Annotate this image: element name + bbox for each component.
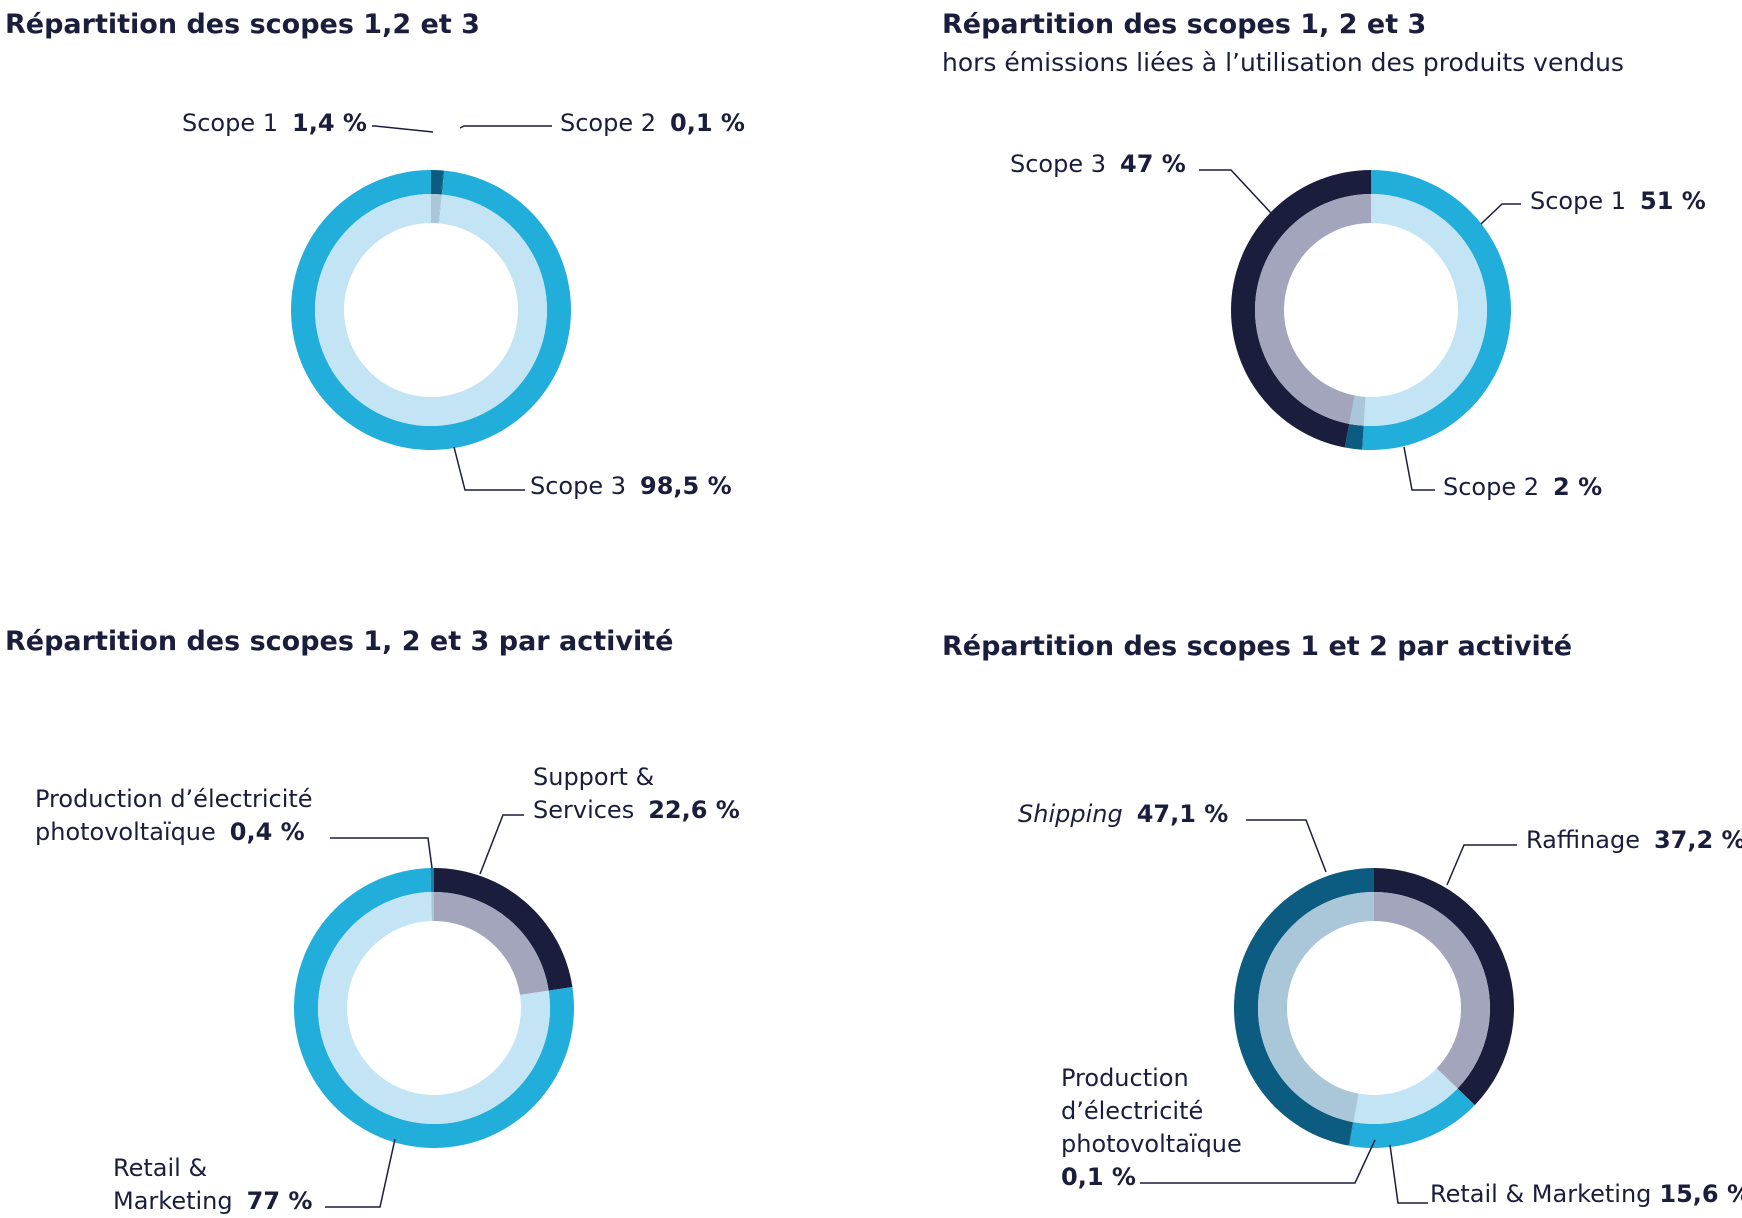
chart-2-label-scope-3: Scope 3 47 % — [1010, 150, 1186, 178]
chart-3-title: Répartition des scopes 1, 2 et 3 par act… — [5, 626, 673, 657]
slice-name-line-2: photovoltaïque — [35, 818, 216, 846]
slice-name: Retail & Marketing — [1430, 1180, 1651, 1208]
slice-name-line-2: d’électricité — [1061, 1097, 1203, 1125]
slice-retail-marketing-outer — [1349, 1088, 1475, 1148]
chart-2-leader-scope-3 — [1199, 169, 1272, 214]
slice-value: 1,4 % — [292, 109, 367, 137]
slice-production-d-electricite-photovoltaique-outer — [1348, 1122, 1354, 1146]
slice-scope-1-outer — [431, 170, 444, 195]
chart-1-leader-scope-1 — [372, 125, 434, 133]
slice-name: Scope 1 — [1530, 187, 1626, 215]
slice-value: 2 % — [1553, 473, 1602, 501]
slice-value: 0,1 % — [1061, 1163, 1136, 1191]
slice-scope-3-inner — [315, 194, 548, 427]
slice-raffinage-outer — [1374, 868, 1514, 1106]
slice-name-line-1: Production — [1061, 1064, 1189, 1092]
chart-2-label-scope-2: Scope 2 2 % — [1443, 473, 1602, 501]
slice-scope-1-inner — [1363, 194, 1488, 426]
chart-1-label-scope-3: Scope 3 98,5 % — [530, 472, 732, 500]
slice-scope-3-inner — [1255, 194, 1371, 424]
slice-name: Scope 3 — [1010, 150, 1106, 178]
chart-1-title: Répartition des scopes 1,2 et 3 — [5, 9, 480, 40]
slice-value: 98,5 % — [640, 472, 732, 500]
slice-scope-1-outer — [1362, 170, 1512, 450]
chart-2: Répartition des scopes 1, 2 et 3 hors ém… — [942, 9, 1706, 501]
slice-name-line-2: Services — [533, 796, 634, 824]
slice-production-d-electricite-photovoltaique-inner — [431, 892, 434, 922]
slice-value: 22,6 % — [648, 796, 740, 824]
chart-1-label-scope-1: Scope 1 1,4 % — [182, 109, 367, 137]
chart-3: Répartition des scopes 1, 2 et 3 par act… — [5, 626, 740, 1215]
slice-value: 15,6 % — [1659, 1180, 1742, 1208]
chart-4-label-raffinage: Raffinage 37,2 % — [1526, 826, 1742, 854]
slice-value: 77 % — [247, 1187, 313, 1215]
chart-2-label-scope-1: Scope 1 51 % — [1530, 187, 1706, 215]
slice-support-services-inner — [434, 892, 549, 995]
chart-3-leader-retail — [325, 1138, 396, 1208]
chart-4-leader-raffinage — [1446, 844, 1517, 886]
chart-3-label-support-services: Support & Services 22,6 % — [533, 763, 740, 824]
chart-2-leader-scope-1 — [1480, 203, 1521, 225]
slice-name: Raffinage — [1526, 826, 1640, 854]
chart-3-label-photovoltaique: Production d’électricité photovoltaïque 0… — [35, 785, 317, 846]
chart-1: Répartition des scopes 1,2 et 3 Scope 1 1… — [5, 9, 745, 500]
slice-support-services-outer — [434, 868, 573, 991]
chart-4-label-retail-marketing: Retail & Marketing 15,6 % — [1430, 1180, 1742, 1208]
slice-scope-3-outer — [1231, 170, 1371, 448]
chart-4-leader-photovoltaique — [1140, 1139, 1376, 1184]
slice-production-d-electricite-photovoltaique-inner — [1352, 1093, 1359, 1123]
slice-shipping-outer — [1233, 868, 1374, 1146]
slice-value: 51 % — [1640, 187, 1706, 215]
chart-1-label-scope-2: Scope 2 0,1 % — [560, 109, 745, 137]
slice-scope-2-outer — [1344, 423, 1364, 450]
slice-name: Scope 2 — [1443, 473, 1539, 501]
chart-1-donut — [291, 170, 572, 451]
slice-value: 37,2 % — [1654, 826, 1742, 854]
slice-value: 47 % — [1120, 150, 1186, 178]
chart-4-label-shipping: Shipping 47,1 % — [1018, 800, 1228, 828]
chart-3-label-retail-marketing: Retail & Marketing 77 % — [113, 1154, 312, 1215]
chart-2-donut — [1231, 170, 1512, 450]
chart-4-donut — [1233, 868, 1514, 1148]
chart-2-subtitle: hors émissions liées à l’utilisation des… — [942, 48, 1624, 77]
chart-1-leader-scope-2 — [459, 125, 552, 129]
slice-name-line-1: Production d’électricité — [35, 785, 313, 813]
slice-name-line-2: Marketing — [113, 1187, 233, 1215]
slice-value: 0,4 % — [230, 818, 305, 846]
slice-retail-marketing-inner — [1353, 1068, 1458, 1124]
chart-3-leader-photovoltaique — [330, 837, 433, 869]
chart-4: Répartition des scopes 1 et 2 par activi… — [942, 631, 1742, 1208]
chart-4-leader-shipping — [1246, 819, 1327, 873]
slice-name: Scope 2 — [560, 109, 656, 137]
chart-2-leader-scope-2 — [1403, 446, 1435, 491]
slice-value: 47,1 % — [1137, 800, 1229, 828]
slice-scope-2-inner — [1349, 395, 1366, 426]
chart-3-donut — [293, 868, 574, 1148]
slice-name: Scope 1 — [182, 109, 278, 137]
chart-3-leader-support — [479, 814, 524, 875]
slice-name: Shipping — [1018, 800, 1123, 828]
slice-name-line-3: photovoltaïque — [1061, 1130, 1242, 1158]
chart-1-leader-scope-3 — [453, 446, 525, 491]
slice-shipping-inner — [1258, 892, 1374, 1123]
slice-name-line-1: Retail & — [113, 1154, 207, 1182]
slice-scope-1-inner — [431, 194, 442, 224]
chart-2-title: Répartition des scopes 1, 2 et 3 — [942, 9, 1426, 40]
slice-name-line-1: Support & — [533, 763, 654, 791]
slice-scope-2-inner — [438, 194, 442, 224]
chart-4-label-photovoltaique: Production d’électricité photovoltaïque … — [1061, 1064, 1246, 1191]
chart-4-title: Répartition des scopes 1 et 2 par activi… — [942, 631, 1572, 662]
slice-production-d-electricite-photovoltaique-outer — [430, 868, 434, 893]
slice-value: 0,1 % — [670, 109, 745, 137]
chart-4-leader-retail — [1389, 1144, 1428, 1204]
slice-raffinage-inner — [1374, 892, 1490, 1089]
slice-name: Scope 3 — [530, 472, 626, 500]
slice-scope-2-outer — [441, 170, 445, 195]
